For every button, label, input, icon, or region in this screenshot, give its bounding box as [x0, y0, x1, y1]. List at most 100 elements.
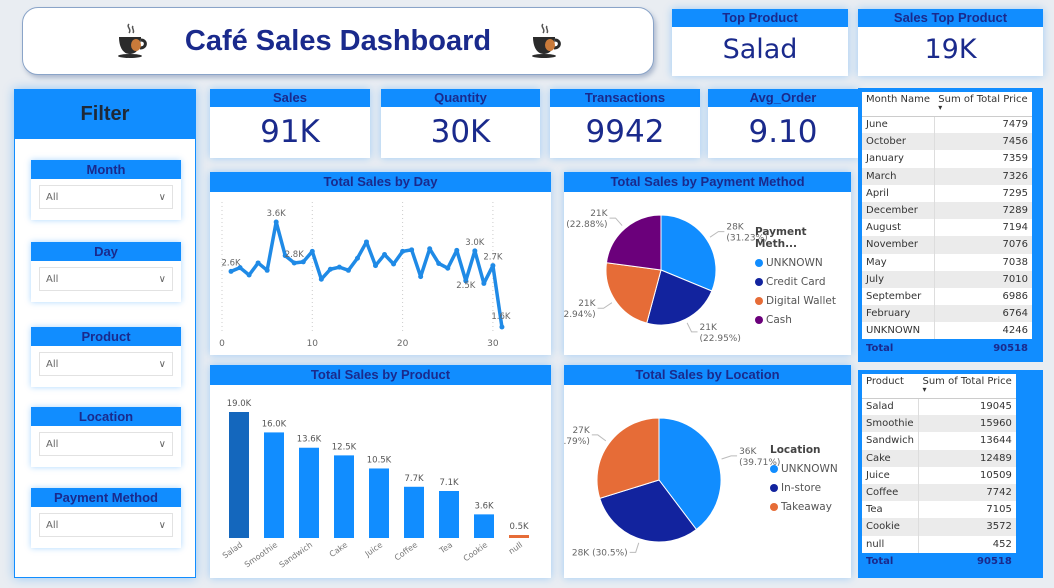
- data-point: [436, 260, 442, 266]
- data-label: 21K: [590, 209, 608, 219]
- value-cell: 7479: [1002, 119, 1028, 131]
- sales-kpi-card: Sales 91K: [210, 89, 370, 158]
- legend-dot: [770, 465, 778, 473]
- kpi-label: Quantity: [381, 89, 540, 107]
- label-cell: Salad: [862, 398, 919, 416]
- label-cell: Smoothie: [862, 415, 919, 433]
- label-cell: March: [862, 167, 935, 185]
- x-tick-label: 20: [397, 339, 409, 349]
- dropdown-value: All: [46, 273, 59, 285]
- card-value: 19K: [924, 34, 977, 65]
- value-cell: 7194: [1002, 222, 1028, 234]
- kpi-value: 9942: [585, 114, 665, 150]
- payment-pie-svg: 28K(31.23%)21K(22.95%)21K(22.94%)21K(22.…: [554, 209, 767, 344]
- leader-line: [591, 434, 607, 442]
- label-cell: May: [862, 253, 935, 271]
- value-cell: 13644: [980, 435, 1012, 447]
- day-dropdown[interactable]: All ∨: [39, 267, 173, 291]
- data-label: 3.6K: [474, 501, 494, 511]
- filter-panel: Filter Month All ∨ Day All ∨ Product All ∨ …: [14, 89, 196, 578]
- sales-by-location-chart: Total Sales by Location 36K (39.71%) 28K (…: [548, 365, 851, 578]
- label-cell: February: [862, 305, 935, 323]
- value-cell: 7076: [1002, 239, 1028, 251]
- bar: [509, 535, 529, 538]
- product-dropdown[interactable]: All ∨: [39, 352, 173, 376]
- label-cell: Juice: [862, 466, 919, 484]
- chevron-down-icon: ∨: [158, 358, 166, 370]
- product-slicer: Product All ∨: [31, 327, 181, 387]
- bar: [334, 455, 354, 538]
- label-cell: October: [862, 133, 935, 151]
- bar-chart-svg: 19.0K Salad 16.0K Smoothie 13.6K Sandwich 12.5…: [221, 399, 529, 570]
- table-row: May 7038: [862, 253, 1032, 271]
- table-row: Salad 19045: [862, 398, 1016, 416]
- data-point: [246, 272, 252, 278]
- legend-item[interactable]: UNKNOWN: [755, 257, 851, 269]
- table-row: July 7010: [862, 270, 1032, 288]
- chevron-down-icon: ∨: [158, 191, 166, 203]
- table-row: March 7326: [862, 167, 1032, 185]
- value-cell: 6986: [1002, 290, 1028, 302]
- dropdown-value: All: [46, 519, 59, 531]
- location-pie-svg: 36K(39.71%) 28K (30.5%) 27K(29.79%): [548, 417, 780, 558]
- legend-item[interactable]: Cash: [755, 314, 851, 326]
- leader-line: [597, 302, 613, 309]
- total-row: Total 90518: [862, 552, 1016, 570]
- value-cell: 15960: [980, 418, 1012, 430]
- value-cell: 7359: [1002, 153, 1028, 165]
- column-header[interactable]: Month Name: [862, 92, 935, 117]
- value-cell: 7295: [1002, 187, 1028, 199]
- sort-arrow-icon[interactable]: ▾: [922, 385, 927, 394]
- legend-item[interactable]: UNKNOWN: [770, 463, 838, 475]
- label-cell: Tea: [862, 501, 919, 519]
- payment-method-dropdown[interactable]: All ∨: [39, 513, 173, 537]
- kpi-label: Avg_Order: [708, 89, 858, 107]
- x-tick-label: 30: [487, 339, 499, 349]
- kpi-value: 30K: [430, 114, 491, 150]
- legend-item[interactable]: Takeaway: [770, 501, 838, 513]
- pie-slice: [596, 417, 660, 499]
- column-header[interactable]: Product: [862, 374, 919, 399]
- data-label: 1.6K: [491, 312, 511, 322]
- legend-item[interactable]: In-store: [770, 482, 838, 494]
- value-cell: 7326: [1002, 170, 1028, 182]
- table-row: January 7359: [862, 150, 1032, 168]
- data-label-percent: (29.79%): [564, 437, 590, 447]
- chart-title: Total Sales by Day: [210, 172, 551, 192]
- chart-title: Total Sales by Payment Method: [564, 172, 851, 192]
- location-legend: Location UNKNOWN In-store Takeaway: [770, 444, 838, 520]
- data-point: [237, 265, 243, 271]
- transactions-kpi-card: Transactions 9942: [550, 89, 700, 158]
- column-header[interactable]: Sum of Total Price ▾: [918, 374, 1016, 399]
- legend-dot: [755, 278, 763, 286]
- data-label: 10.5K: [367, 455, 392, 465]
- chevron-down-icon: ∨: [158, 273, 166, 285]
- coffee-cup-icon: [532, 23, 561, 58]
- location-dropdown[interactable]: All ∨: [39, 432, 173, 456]
- sort-arrow-icon[interactable]: ▾: [938, 103, 943, 112]
- filter-title: Filter: [15, 90, 195, 139]
- legend-item[interactable]: Digital Wallet: [755, 295, 851, 307]
- legend-label: Digital Wallet: [766, 295, 836, 307]
- data-point: [391, 261, 397, 267]
- sales-by-day-chart: Total Sales by Day 0 10 20 30 2.6K 3.6K 2.8K 2.…: [210, 172, 551, 355]
- x-tick-label: Tea: [437, 540, 454, 556]
- slicer-label: Day: [31, 242, 181, 261]
- data-point: [264, 267, 270, 273]
- leader-line: [721, 455, 738, 460]
- table-row: June 7479: [862, 116, 1032, 134]
- sales-by-payment-chart: Total Sales by Payment Method 28K (31.23%…: [554, 172, 851, 355]
- dropdown-value: All: [46, 438, 59, 450]
- legend-item[interactable]: Credit Card: [755, 276, 851, 288]
- pie-slice: [660, 214, 717, 292]
- legend-title: Payment Meth...: [755, 226, 807, 250]
- table-row: April 7295: [862, 184, 1032, 202]
- chart-title: Total Sales by Location: [564, 365, 851, 385]
- data-point: [472, 248, 478, 254]
- column-header[interactable]: Sum of Total Price ▾: [934, 92, 1032, 117]
- label-cell: Cake: [862, 449, 919, 467]
- value-cell: 3572: [986, 521, 1012, 533]
- data-label-percent: (31.23%): [726, 234, 767, 244]
- month-dropdown[interactable]: All ∨: [39, 185, 173, 209]
- table-row: Cake 12489: [862, 449, 1016, 467]
